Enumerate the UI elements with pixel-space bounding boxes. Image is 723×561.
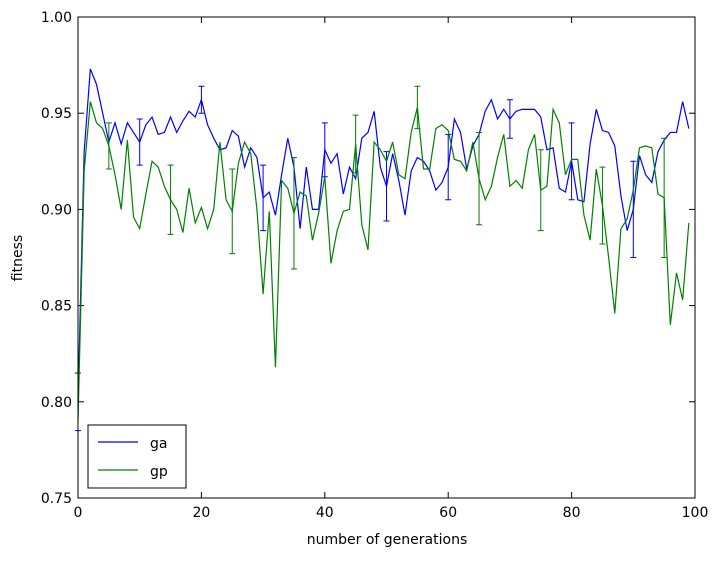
y-tick-label: 1.00 xyxy=(41,10,72,26)
error-bar xyxy=(599,166,606,245)
error-bar xyxy=(198,85,205,114)
error-bar xyxy=(352,114,359,174)
error-bar xyxy=(537,149,544,232)
error-bar xyxy=(383,151,390,222)
x-axis-label: number of generations xyxy=(307,532,467,548)
y-tick-label: 0.85 xyxy=(41,299,72,315)
error-bar xyxy=(290,156,297,270)
legend-label: gp xyxy=(150,464,168,480)
y-axis-label: fitness xyxy=(10,235,26,281)
plot-frame xyxy=(77,16,696,499)
data-line xyxy=(77,101,690,422)
x-tick-label: 100 xyxy=(682,505,709,521)
y-tick-label: 0.90 xyxy=(41,202,72,218)
y-tick-label: 0.75 xyxy=(41,491,72,507)
y-tick-label: 0.80 xyxy=(41,395,72,411)
error-bar xyxy=(568,122,575,201)
error-bar xyxy=(136,118,143,166)
x-tick-label: 40 xyxy=(316,505,334,521)
legend-label: ga xyxy=(150,436,167,452)
error-bar xyxy=(414,85,421,130)
error-bar xyxy=(260,164,267,232)
x-tick-label: 80 xyxy=(563,505,581,521)
error-bar xyxy=(229,168,236,255)
error-bar xyxy=(476,131,483,226)
error-bar xyxy=(105,122,112,170)
y-tick-label: 0.95 xyxy=(41,106,72,122)
x-tick-label: 60 xyxy=(439,505,457,521)
data-line xyxy=(77,68,690,402)
error-bar xyxy=(445,133,452,201)
legend-box xyxy=(87,424,187,489)
error-bar xyxy=(167,164,174,235)
error-bar xyxy=(506,99,513,139)
x-tick-label: 0 xyxy=(74,505,83,521)
error-bar xyxy=(630,160,637,258)
error-bar xyxy=(661,137,668,258)
x-tick-label: 20 xyxy=(192,505,210,521)
